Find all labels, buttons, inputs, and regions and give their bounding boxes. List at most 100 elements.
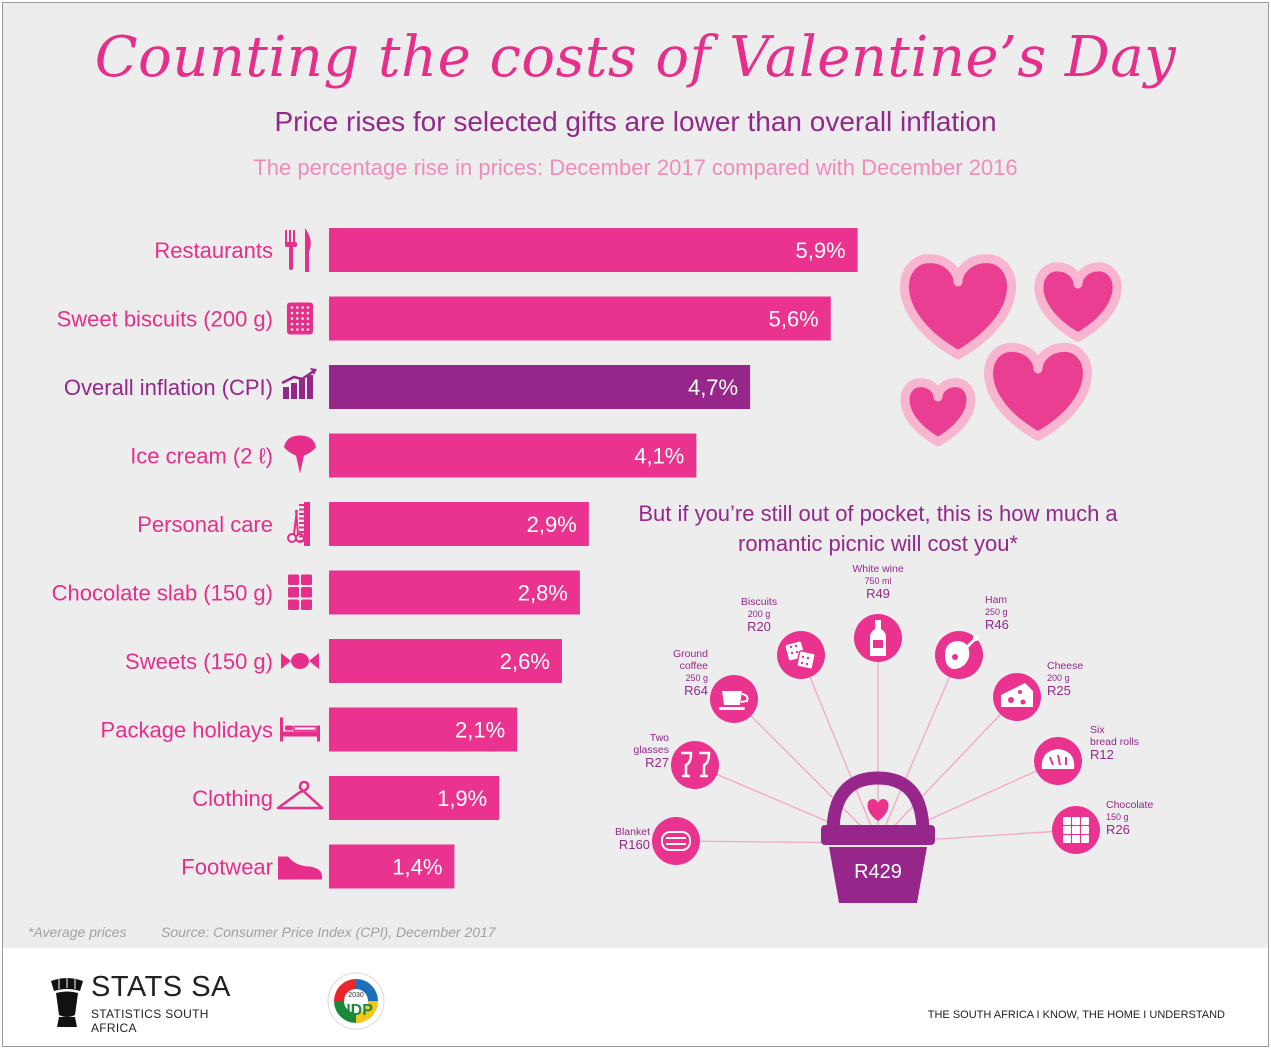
bar-value-label: 5,6% [769,307,819,332]
picnic-item-label: glasses [633,744,669,756]
bar-row: 5,9% Restaurants [154,228,858,272]
bar [329,228,858,272]
basket-heart-icon [867,799,889,821]
picnic-item-label: 200 g [748,609,771,619]
brand-name: STATS SA [91,971,231,1003]
category-label: Ice cream (2 ℓ) [130,444,273,469]
bar [329,639,562,683]
bar-value-label: 1,4% [392,855,442,880]
heart-icon [1034,262,1122,342]
picnic-item-label: Six [1090,724,1105,736]
bar-row: 2,9% Personal care [137,502,589,546]
footnote-average: *Average prices [28,924,127,940]
biscuits-icon [785,641,816,670]
category-label: Chocolate slab (150 g) [52,581,273,606]
main-title: Counting the costs of Valentine’s Day [94,25,1177,90]
rising-chart-icon [281,368,317,399]
footer-tagline: THE SOUTH AFRICA I KNOW, THE HOME I UNDE… [927,1009,1225,1021]
bar-value-label: 2,8% [518,581,568,606]
bar [329,433,697,478]
category-label: Sweets (150 g) [125,649,273,674]
category-label: Personal care [137,512,273,537]
heart-icon [900,254,1016,360]
bar-row: 2,1% Package holidays [101,707,518,752]
bar [329,365,751,409]
heart-icon [900,378,976,447]
chart-canvas: 5,9% Restaurants 5,6% Sweet biscuits (200 g… [52,228,1153,903]
bar-row: 4,1% Ice cream (2 ℓ) [130,433,697,478]
bar-value-label: 4,7% [688,375,738,400]
category-label: Footwear [181,855,273,880]
coffee-cup-icon [719,691,749,710]
cutlery-icon [285,228,311,272]
heart-icon [984,342,1092,441]
picnic-item-price: R20 [747,619,771,634]
picnic-item-label: 250 g [685,673,708,683]
bar-value-label: 1,9% [437,786,487,811]
biscuit-icon [287,302,313,335]
cheese-icon [1001,683,1033,707]
picnic-item-label: Biscuits [741,596,777,608]
picnic-item-circle [652,817,700,865]
picnic-item-price: R12 [1090,747,1114,762]
bar [329,570,580,615]
picnic-item-label: 150 g [1106,812,1129,822]
bar-row: 2,6% Sweets (150 g) [125,639,562,683]
picnic-item-label: Cheese [1047,660,1083,672]
bar-row: 1,4% Footwear [181,844,455,889]
picnic-item-circle [671,741,719,789]
bar [329,776,500,820]
bar-row: 5,6% Sweet biscuits (200 g) [57,296,831,341]
category-label: Sweet biscuits (200 g) [57,307,273,332]
bar-value-label: 2,9% [527,512,577,537]
wine-bottle-icon [870,620,886,656]
bar [329,707,518,752]
picnic-item-label: Two [650,732,669,744]
chocolate-slab-icon [288,574,312,610]
picnic-item-price: R46 [985,617,1009,632]
ice-cream-icon [284,435,316,474]
picnic-item-price: R25 [1047,683,1071,698]
picnic-heading: But if you’re still out of pocket, this … [638,501,1118,556]
bar [329,296,831,341]
wine-glasses-icon [681,751,711,778]
bread-icon [1041,749,1075,769]
category-label: Overall inflation (CPI) [64,375,273,400]
stats-sa-emblem-icon [51,977,83,1027]
picnic-spokes [675,638,1077,844]
sweet-icon [281,653,319,669]
bar-value-label: 4,1% [634,444,684,469]
picnic-item-label: Chocolate [1106,799,1153,811]
picnic-item-label: 250 g [985,607,1008,617]
picnic-item-label: Ham [985,594,1007,606]
category-label: Package holidays [101,718,273,743]
subtitle: Price rises for selected gifts are lower… [274,106,997,137]
picnic-item-price: R49 [866,586,890,601]
picnic-item-label: Ground [673,648,708,660]
category-label: Clothing [192,786,273,811]
picnic-total: R429 [854,861,902,883]
blanket-icon [661,831,691,851]
ndp-2030-logo: 2030 NDP [327,972,385,1030]
picnic-item-label: coffee [680,660,709,672]
bar-value-label: 5,9% [795,238,845,263]
ham-icon [945,635,979,669]
picnic-item-label: 200 g [1047,673,1070,683]
footer [3,948,1268,1046]
picnic-item-label: bread rolls [1090,736,1139,748]
chart-description: The percentage rise in prices: December … [253,155,1018,180]
bar-row: 4,7% Overall inflation (CPI) [64,365,751,409]
comb-scissors-icon [287,502,310,546]
bar-row: 1,9% Clothing [192,776,500,820]
bar [329,502,589,546]
picnic-item-price: R26 [1106,822,1130,837]
bar [329,844,455,889]
basket-icon: R429 [821,771,935,903]
